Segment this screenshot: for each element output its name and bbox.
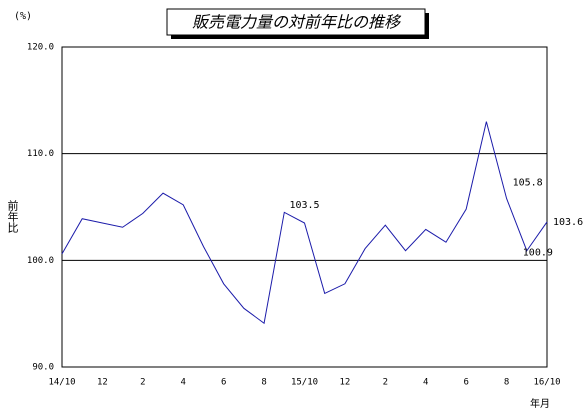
x-tick-label: 6 <box>463 378 468 388</box>
value-label: 105.8 <box>513 177 543 188</box>
value-label: 103.5 <box>289 200 319 211</box>
x-tick-label: 2 <box>383 378 388 388</box>
x-tick-label: 16/10 <box>533 378 560 388</box>
value-label: 103.6 <box>553 217 583 228</box>
y-axis-label: 前年比 <box>6 199 19 233</box>
x-tick-label: 14/10 <box>48 378 75 388</box>
x-tick-label: 12 <box>97 378 108 388</box>
x-axis-label: 年月 <box>530 397 550 410</box>
chart-title: 販売電力量の対前年比の推移 <box>192 13 402 32</box>
x-tick-label: 4 <box>423 378 428 388</box>
value-label: 100.9 <box>523 248 553 259</box>
x-tick-label: 12 <box>339 378 350 388</box>
y-tick-label: 120.0 <box>27 43 54 53</box>
x-tick-label: 4 <box>181 378 186 388</box>
x-tick-label: 8 <box>261 378 266 388</box>
y-tick-label: 100.0 <box>27 256 54 266</box>
x-tick-label: 2 <box>140 378 145 388</box>
x-tick-label: 8 <box>504 378 509 388</box>
y-tick-label: 110.0 <box>27 149 54 159</box>
data-line <box>61 121 548 325</box>
title-box <box>166 8 426 36</box>
y-tick-label: 90.0 <box>32 363 54 373</box>
y-unit: (%) <box>14 11 32 22</box>
x-tick-label: 15/10 <box>291 378 318 388</box>
x-tick-label: 6 <box>221 378 226 388</box>
